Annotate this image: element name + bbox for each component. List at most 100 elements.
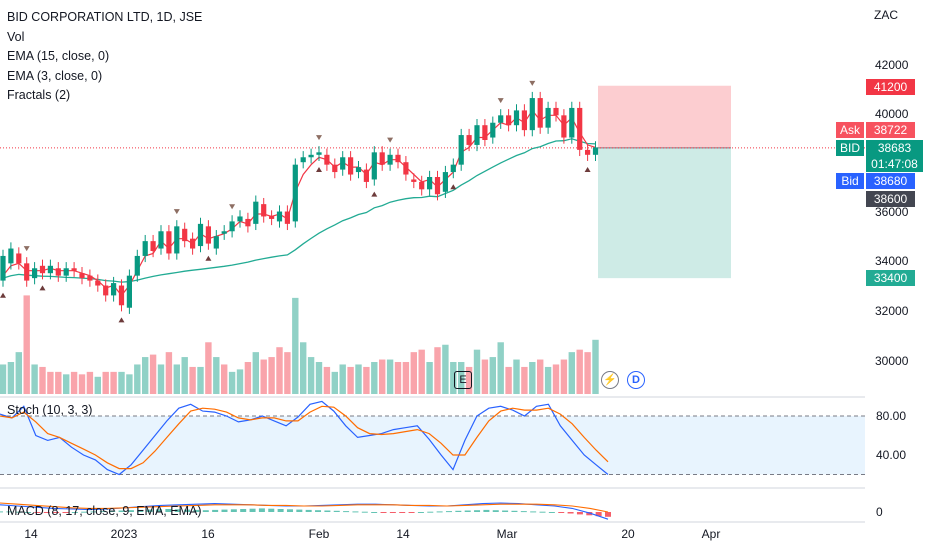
macd-histogram-bar [212,509,219,512]
candle [142,241,148,256]
volume-bar [473,349,481,394]
candle [363,169,369,182]
volume-bar [94,376,101,394]
stoch-label[interactable]: Stoch (10, 3, 3) [7,403,93,417]
x-tick-label: Mar [496,527,518,541]
volume-bar [331,371,338,394]
volume-bar [157,364,165,394]
volume-bar [315,362,323,394]
volume-bar [418,349,425,394]
volume-bar [323,366,331,394]
ema3-line [2,109,596,297]
candle [427,177,433,190]
volume-bar [292,297,299,394]
macd-histogram-bar [286,509,293,512]
target-zone [598,147,731,279]
fractal-down-marker [118,317,125,323]
candle [537,98,543,128]
volume-bar [78,374,86,394]
volume-bar [497,342,504,394]
candle [55,268,61,276]
candle [324,154,330,165]
macd-histogram-bar [548,512,555,513]
macd-histogram-bar [558,512,565,513]
fractal-up-marker [229,204,236,210]
macd-histogram-bar [277,509,284,512]
volume-bar [481,359,489,394]
macd-label[interactable]: MACD (8, 17, close, 9, EMA, EMA) [7,504,202,518]
stop-price-tag: 41200 [866,79,915,95]
candle [150,241,156,251]
indicator-ema15[interactable]: EMA (15, close, 0) [7,49,110,64]
candle [466,135,472,145]
macd-histogram-bar [25,512,32,513]
volume-bar [434,347,441,394]
volume-bar [592,339,599,394]
x-tick-label: Feb [308,527,330,541]
macd-histogram-bar [408,512,415,513]
macd-histogram-bar [492,510,499,512]
x-tick-label: 14 [396,527,410,541]
candle [87,275,93,281]
macd-histogram-bar [576,512,583,515]
y-tick-label: 40000 [875,107,909,121]
candle [355,167,362,173]
fractal-down-marker [205,255,212,261]
dividend-event-icon[interactable]: D [627,371,645,389]
macd-histogram-bar [109,510,116,512]
indicator-fractals[interactable]: Fractals (2) [7,88,71,103]
candle [174,226,180,254]
macd-histogram-bar [146,509,153,512]
candle [118,285,125,306]
candle [63,268,69,276]
volume-bar [394,362,402,394]
x-tick-label: 16 [201,527,215,541]
fractal-up-marker [387,137,394,143]
indicator-vol[interactable]: Vol [7,29,25,44]
volume-bar [236,369,244,394]
bar-countdown: 01:47:08 [871,157,918,171]
volume-bar [189,366,196,394]
candle [261,204,267,217]
candle [0,255,6,281]
macd-histogram-bar [352,511,359,513]
low-price-tag: 38600 [866,191,915,207]
candle [450,164,456,173]
volume-bar [149,354,157,394]
lightning-event-icon[interactable]: ⚡ [601,371,619,389]
macd-histogram-bar [380,512,387,513]
candle [442,172,448,192]
candle [553,107,559,116]
y-tick-label: 30000 [875,354,909,368]
macd-histogram-bar [605,512,611,517]
candle [395,154,401,163]
earnings-event-icon[interactable]: E [454,371,472,389]
volume-bar [39,366,46,394]
macd-histogram-bar [436,511,443,513]
candle [521,110,527,131]
volume-bar [426,362,433,394]
candle [316,152,322,155]
candle [332,164,338,173]
macd-histogram-bar [34,512,41,513]
candle [490,122,496,138]
macd-histogram-bar [511,510,518,512]
candle [387,154,393,165]
macd-histogram-bar [417,512,424,513]
ask-label: Ask [836,122,864,138]
macd-histogram-bar [333,510,340,512]
macd-histogram-bar [389,512,396,513]
volume-bar [300,342,307,394]
indicator-ema3[interactable]: EMA (3, close, 0) [7,68,103,83]
volume-bar [102,371,109,394]
bid-price-tag: 38680 [866,173,915,189]
macd-histogram-bar [539,511,546,513]
macd-histogram-bar [53,512,60,513]
volume-bar [23,295,30,394]
macd-tick-label: 0 [876,505,883,519]
volume-bar [363,366,370,394]
volume-bar [284,352,291,394]
stoch-band [0,416,865,475]
volume-bar [142,357,149,394]
